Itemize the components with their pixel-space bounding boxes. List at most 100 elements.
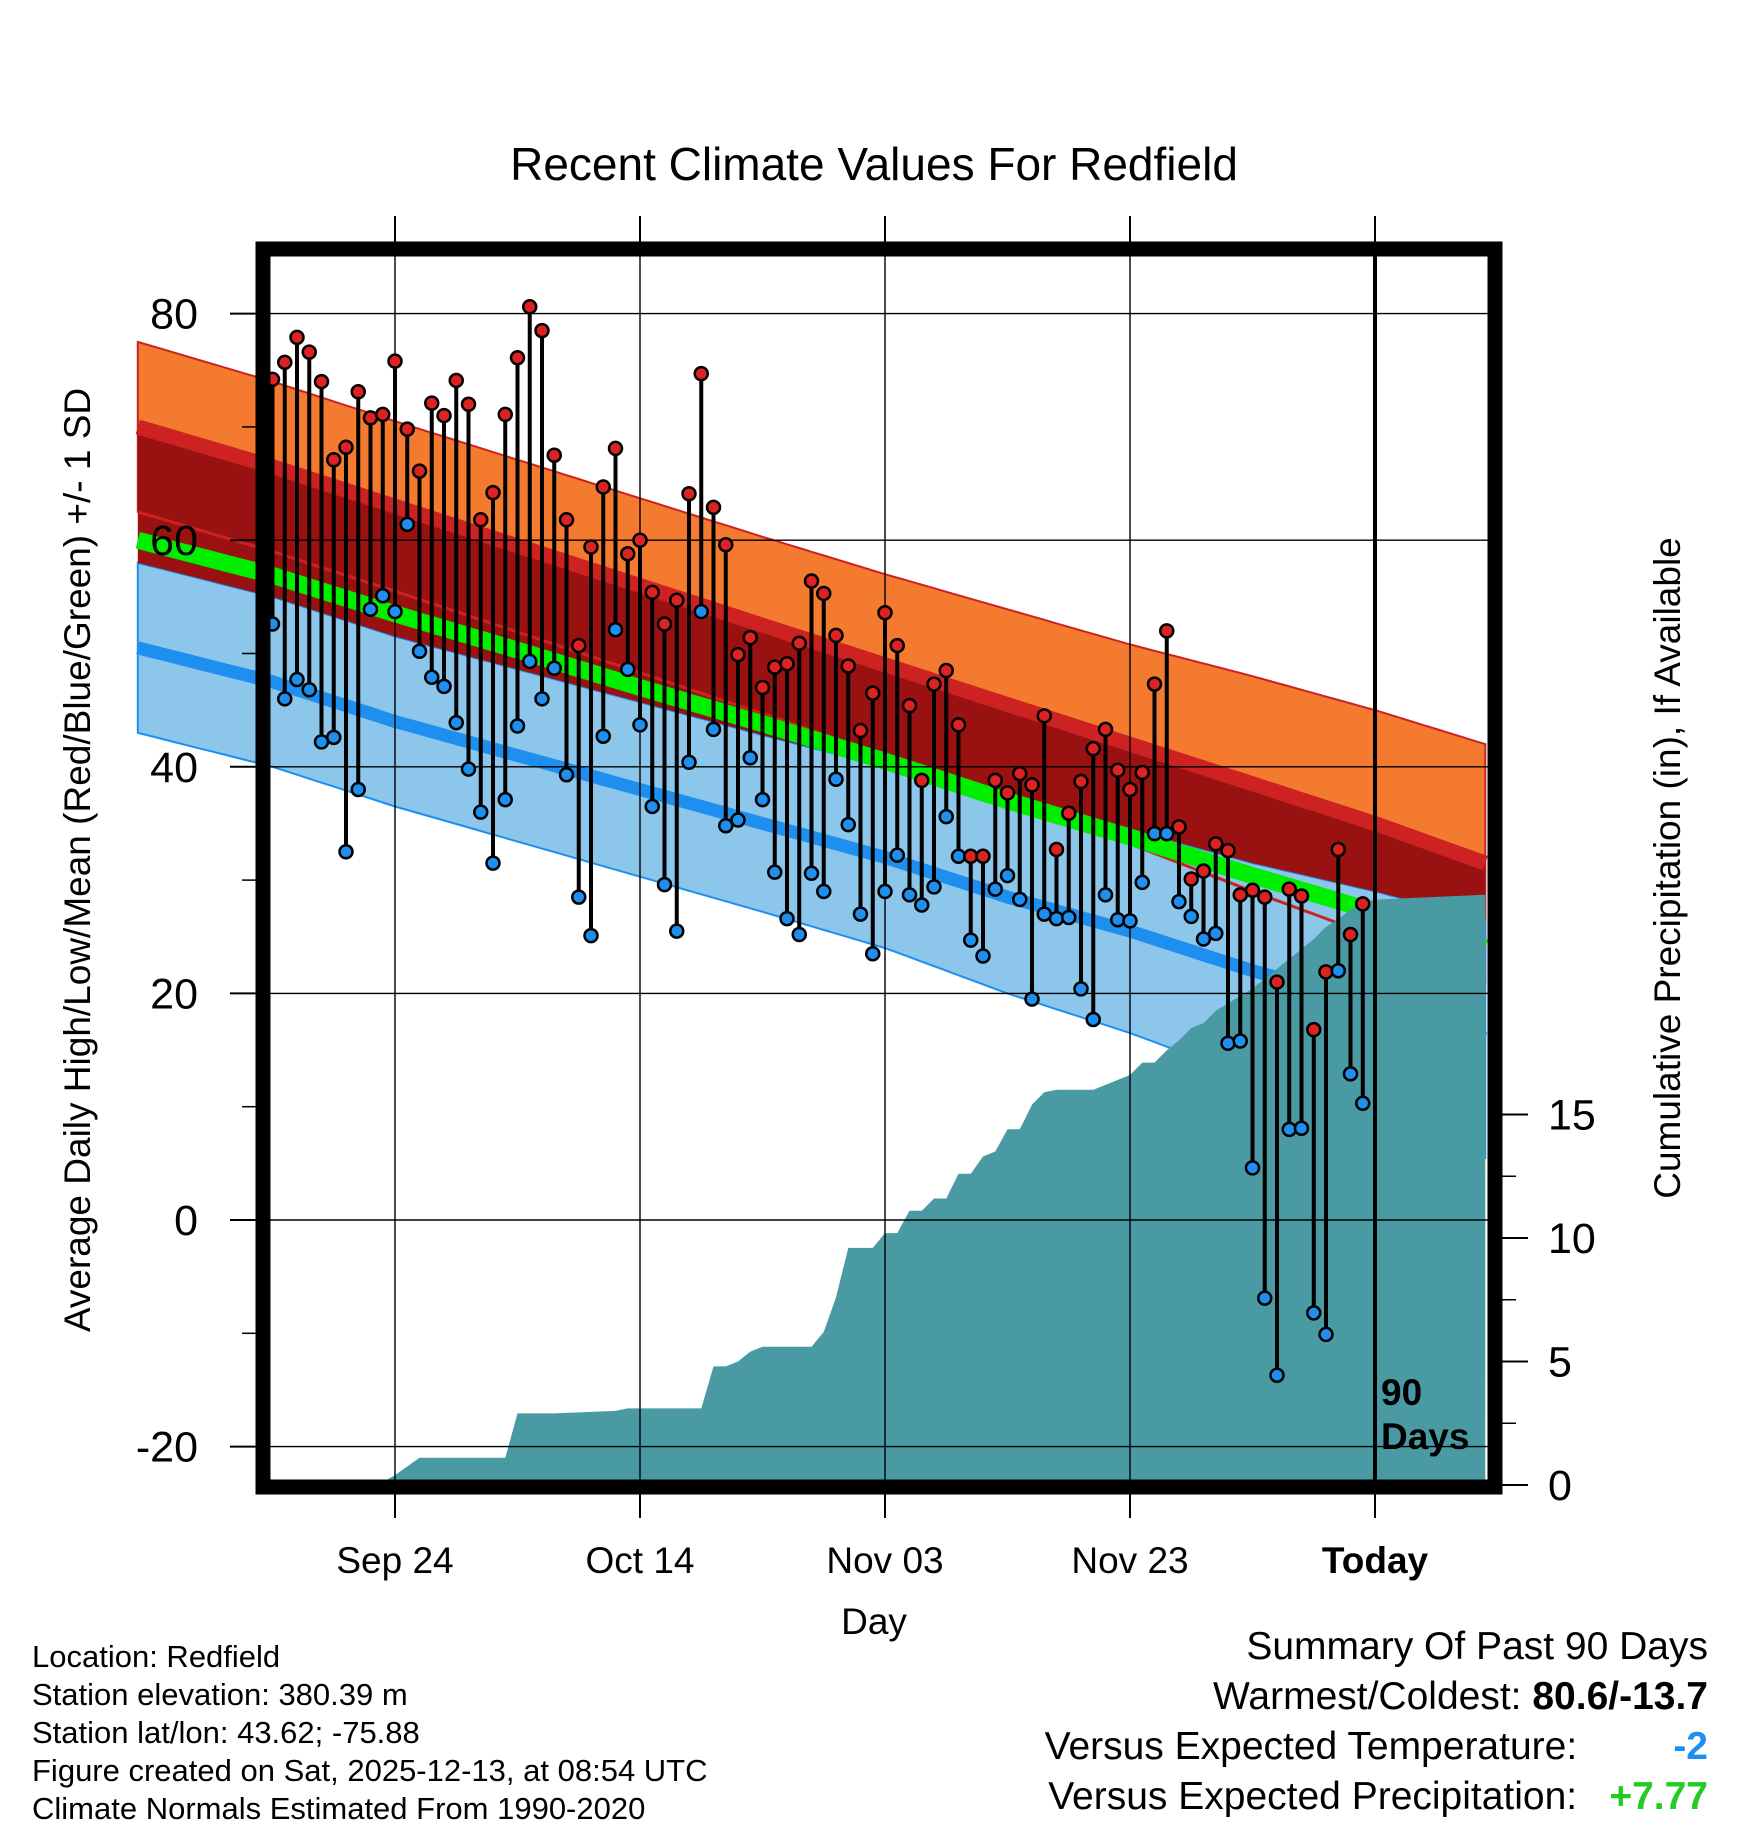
daily-low-point [938,808,954,825]
daily-high-point [1097,721,1114,738]
location-text: Location: Redfield [32,1639,281,1674]
y-axis-title: Average Daily High/Low/Mean (Red/Blue/Gr… [57,388,98,1332]
daily-high-point [950,717,967,733]
y-tick-label: 0 [174,1197,198,1245]
daily-low-point [1330,962,1346,979]
daily-high-point [1110,762,1126,778]
y2-tick-label: 15 [1548,1092,1596,1140]
daily-high-point [1134,764,1150,781]
daily-low-point [558,766,575,783]
daily-low-point [889,847,905,863]
daily-low-point [534,691,550,707]
daily-high-point [1171,819,1187,835]
temp-row: Versus Expected Temperature: -2 [1045,1722,1708,1772]
precip-value: +7.77 [1609,1775,1708,1818]
daily-low-point [718,817,734,834]
station-info: Location: Redfield Station elevation: 38… [32,1638,708,1828]
daily-low-point [497,791,513,808]
daily-high-point [803,573,820,589]
daily-high-point [399,421,415,437]
plot-frame [255,241,1503,1495]
daily-low-point [448,714,464,731]
daily-high-point [289,329,305,346]
daily-high-point [1183,871,1199,887]
latlon-text: Station lat/lon: 43.62; -75.88 [32,1715,420,1750]
daily-low-point [411,643,428,659]
daily-high-point [1208,836,1224,852]
daily-high-point [779,655,795,672]
warm-cold-label: Warmest/Coldest: [1213,1675,1522,1718]
summary-panel: Summary Of Past 90 Days Warmest/Coldest:… [1045,1622,1708,1822]
daily-high-point [705,499,722,516]
daily-low-point [669,923,685,939]
daily-low-point [607,621,624,638]
y2-tick-label: 0 [1548,1462,1572,1510]
daily-low-point [852,906,869,922]
daily-high-point [583,539,599,555]
daily-high-point [411,463,428,479]
daily-low-point [277,691,293,707]
daily-high-point [1146,676,1163,692]
daily-high-point [1085,740,1101,757]
daily-low-point [399,516,415,533]
y2-tick-label: 10 [1548,1215,1596,1263]
daily-low-point [963,932,979,948]
daily-low-point [289,671,305,688]
plot-area: 90 Days [135,254,1490,1482]
warm-cold-row: Warmest/Coldest: 80.6/-13.7 [1045,1672,1708,1722]
daily-low-point [1208,925,1224,942]
daily-high-point [828,627,844,644]
daily-low-point [1024,991,1040,1007]
daily-high-point [473,512,489,528]
x-tick-label: Nov 23 [1071,1540,1188,1581]
daily-high-point [509,350,526,366]
daily-high-point [730,646,746,663]
daily-high-point [1036,708,1052,724]
daily-low-point [987,881,1003,897]
daily-high-point [546,447,562,463]
daily-high-point [620,546,636,562]
precip-label: Versus Expected Precipitation: [1048,1775,1578,1818]
daily-low-point [424,669,440,686]
y-tick-label: 40 [150,744,198,792]
daily-high-point [301,344,317,360]
daily-high-point [277,354,293,371]
daily-low-point [301,682,317,698]
chart-title: Recent Climate Values For Redfield [510,138,1238,190]
daily-low-point [1085,1011,1101,1028]
daily-low-point [1183,908,1199,925]
daily-low-point [705,721,722,738]
x-tick-label: Sep 24 [336,1540,453,1581]
daily-high-point [424,395,440,411]
daily-low-point [583,927,599,944]
daily-high-point [1159,623,1175,639]
daily-low-point [1195,931,1212,947]
daily-high-point [595,479,611,495]
temp-label: Versus Expected Temperature: [1044,1725,1578,1768]
daily-high-point [852,722,869,739]
daily-low-point [460,761,477,777]
daily-high-point [350,384,366,400]
daily-low-point [387,603,403,620]
daily-high-point [607,440,624,457]
daily-low-point [914,897,930,913]
daily-low-point [644,798,660,815]
daily-high-point [901,697,918,714]
daily-low-point [1061,909,1077,926]
daily-high-point [1269,974,1285,990]
precip-row: Versus Expected Precipitation: +7.77 [1045,1772,1708,1822]
daily-low-point [1306,1305,1322,1321]
daily-high-point [877,604,893,621]
summary-title: Summary Of Past 90 Days [1246,1625,1708,1668]
daily-high-point [558,512,575,528]
daily-high-point [1024,777,1040,793]
daily-high-point [460,396,477,412]
daily-high-point [718,536,734,553]
daily-high-point [681,485,697,502]
y-tick-label: -20 [136,1424,198,1472]
daily-high-point [1281,881,1297,897]
daily-low-point [877,883,893,900]
daily-high-point [571,637,587,654]
daily-high-point [338,439,354,456]
daily-low-point [1220,1035,1236,1052]
